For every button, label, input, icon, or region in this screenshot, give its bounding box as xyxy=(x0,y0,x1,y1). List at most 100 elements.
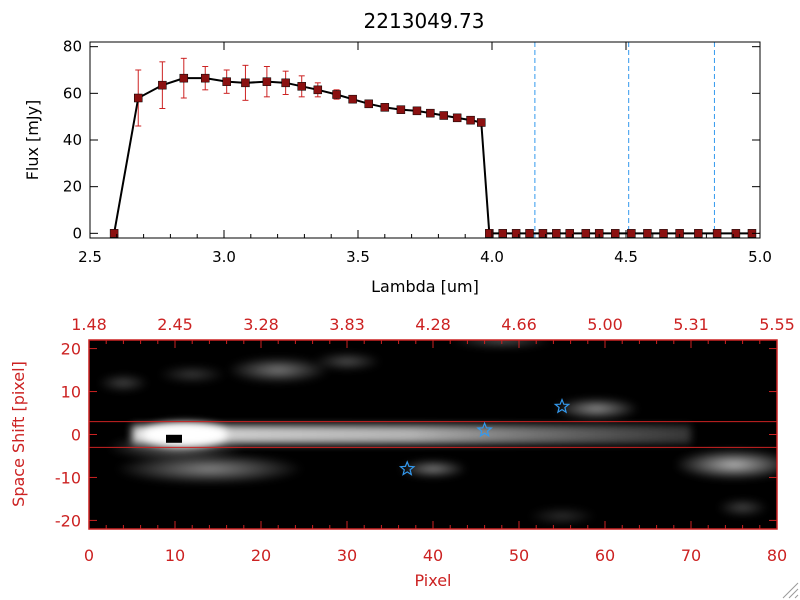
space-shift-y-label: Space Shift [pixel] xyxy=(9,361,28,507)
data-point xyxy=(313,85,323,95)
emission-blob xyxy=(114,453,305,484)
data-point xyxy=(439,111,449,120)
data-point xyxy=(241,78,250,88)
top-tick-label: 4.66 xyxy=(501,315,537,334)
data-point xyxy=(348,94,357,104)
top-tick-label: 4.28 xyxy=(415,315,451,334)
top-tick-label: 5.55 xyxy=(759,315,795,334)
data-point xyxy=(485,229,494,238)
star-icon xyxy=(553,397,571,414)
space-shift-panel: 0 10 20 30 40 50 60 70 80 1.48 2.45 3.28 3.83 4.28 4.… xyxy=(9,315,795,590)
resize-grip-icon[interactable] xyxy=(782,582,799,599)
data-point xyxy=(712,229,722,238)
star-icon xyxy=(398,460,416,476)
data-point xyxy=(627,229,636,238)
x-tick-label: 60 xyxy=(595,546,615,565)
spectrum-y-label: Flux [mJy] xyxy=(23,100,42,181)
data-point xyxy=(477,118,486,127)
data-point xyxy=(731,229,741,238)
emission-blob xyxy=(398,460,468,478)
x-tick-label: 20 xyxy=(251,546,271,565)
top-tick-label: 5.31 xyxy=(673,315,709,334)
spectrum-x-ticks: 2.5 3.0 3.5 4.0 4.5 5.0 xyxy=(78,42,772,266)
spectrum-y-ticks: 0 20 40 60 80 xyxy=(63,38,760,242)
data-point xyxy=(694,229,703,238)
data-point xyxy=(426,108,435,118)
y-tick-label: 10 xyxy=(61,383,81,402)
x-tick-label: 4.5 xyxy=(614,248,638,266)
x-tick-label: 2.5 xyxy=(78,248,102,266)
data-point xyxy=(538,229,548,238)
data-point xyxy=(412,106,422,116)
data-point xyxy=(511,229,521,238)
x-tick-label: 0 xyxy=(84,546,94,565)
spectrum-plot-frame xyxy=(89,41,761,239)
x-tick-label: 50 xyxy=(509,546,529,565)
top-tick-label: 3.83 xyxy=(329,315,365,334)
spectrum-panel: 2213049.73 2.5 3.0 3.5 4.0 4.5 5.0 020406080 … xyxy=(23,9,772,296)
flux-markers xyxy=(109,73,757,238)
data-point xyxy=(565,229,574,238)
data-point xyxy=(222,77,231,86)
emission-blob xyxy=(716,498,769,517)
space-shift-ticks: -20 -10 0 10 20 xyxy=(55,340,777,530)
data-point xyxy=(133,93,143,103)
extraction-lines xyxy=(89,421,777,448)
data-point xyxy=(364,99,373,109)
y-tick-label: 20 xyxy=(63,178,82,196)
wavelength-ticks: 1.48 2.45 3.28 3.83 4.28 4.66 5.00 5.31 5.55 xyxy=(71,315,795,348)
emission-blob xyxy=(157,365,227,383)
emission-blob xyxy=(450,340,554,349)
data-point xyxy=(332,90,341,99)
data-point xyxy=(643,229,652,238)
emission-blob xyxy=(553,397,640,420)
data-point xyxy=(158,80,167,90)
emission-blob xyxy=(97,374,150,392)
data-point xyxy=(552,229,561,238)
flux-line xyxy=(113,77,752,235)
data-point xyxy=(262,77,272,86)
data-point xyxy=(659,229,668,238)
spectral-trace xyxy=(132,425,691,444)
y-tick-label: 0 xyxy=(72,224,82,242)
x-tick-label: 3.5 xyxy=(346,248,370,266)
x-tick-label: 40 xyxy=(423,546,443,565)
y-tick-label: 80 xyxy=(63,38,82,56)
data-point xyxy=(498,229,507,238)
source-markers xyxy=(398,397,571,476)
top-tick-label: 5.00 xyxy=(587,315,623,334)
emission-blob xyxy=(527,507,597,525)
data-point xyxy=(380,103,390,112)
spectrum-x-label: Lambda [um] xyxy=(371,277,479,296)
y-tick-label: -10 xyxy=(55,468,81,487)
x-tick-label: 70 xyxy=(681,546,701,565)
data-point xyxy=(200,73,210,83)
x-tick-label: 10 xyxy=(165,546,185,565)
x-tick-label: 4.0 xyxy=(480,248,504,266)
trace-peak xyxy=(142,422,228,447)
data-point xyxy=(297,82,306,91)
x-tick-label: 5.0 xyxy=(748,248,772,266)
data-point xyxy=(581,229,591,238)
x-tick-label: 30 xyxy=(337,546,357,565)
emission-blob xyxy=(312,352,382,371)
y-tick-label: 20 xyxy=(61,340,81,359)
data-point xyxy=(525,229,534,238)
reference-lines xyxy=(492,42,760,238)
emission-blob xyxy=(226,357,330,383)
y-tick-label: -20 xyxy=(55,511,81,530)
peak-marker xyxy=(166,434,182,443)
data-point xyxy=(179,73,189,83)
top-tick-label: 3.28 xyxy=(243,315,279,334)
top-tick-label: 2.45 xyxy=(157,315,193,334)
y-tick-label: 0 xyxy=(71,426,81,445)
emission-blob xyxy=(673,449,777,480)
top-tick-label: 1.48 xyxy=(71,315,107,334)
data-point xyxy=(396,105,406,114)
pixel-x-label: Pixel xyxy=(414,571,451,590)
data-point xyxy=(466,115,475,125)
data-point xyxy=(109,229,119,238)
data-point xyxy=(611,229,620,238)
star-icon xyxy=(476,421,493,438)
